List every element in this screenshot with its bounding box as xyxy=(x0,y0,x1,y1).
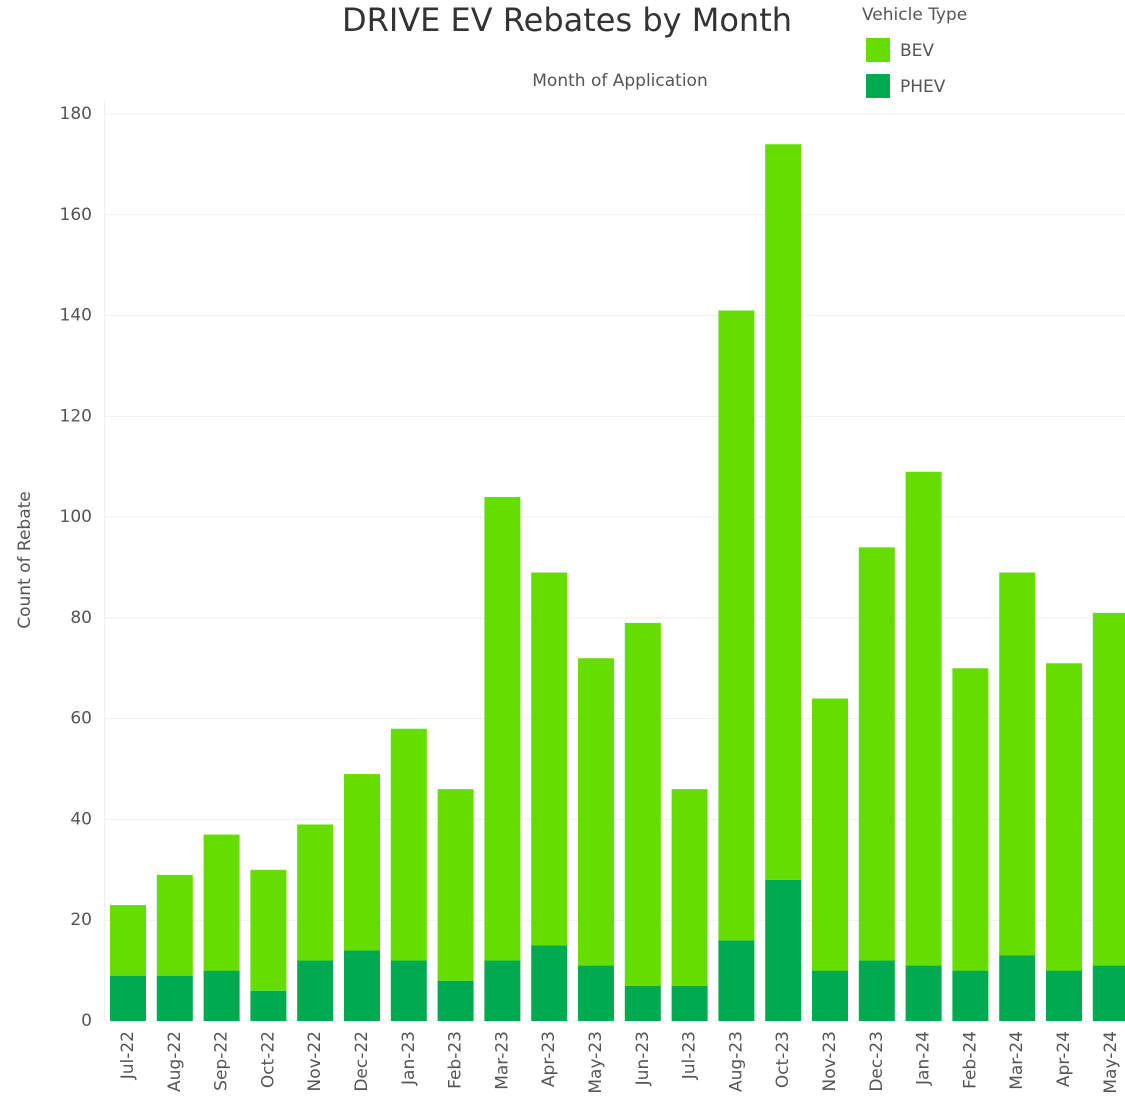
bar-segment xyxy=(297,960,334,1021)
x-tick-label: Feb-23 xyxy=(446,1031,466,1089)
bar-segment xyxy=(531,945,568,1021)
x-tick-label: Dec-23 xyxy=(867,1031,887,1092)
bar-segment xyxy=(812,698,848,971)
bar-segment xyxy=(110,905,146,976)
y-tick-label: 40 xyxy=(70,809,92,829)
x-tick-label: May-24 xyxy=(1101,1031,1121,1094)
y-tick-label: 180 xyxy=(60,104,92,124)
bar-segment xyxy=(484,960,521,1021)
bar-segment xyxy=(437,789,474,981)
bar-segment xyxy=(156,975,193,1021)
bar-segment xyxy=(999,955,1036,1021)
bar-segment xyxy=(203,834,240,971)
bar-segment xyxy=(390,960,427,1021)
bar-segment xyxy=(1092,612,1125,966)
bar-segment xyxy=(344,950,380,1021)
bar-segment xyxy=(390,728,427,961)
x-tick-label: Nov-22 xyxy=(305,1031,325,1092)
bar-segment xyxy=(250,990,287,1021)
legend-swatch xyxy=(866,74,890,98)
chart-subtitle: Month of Application xyxy=(532,71,707,91)
bar-segment xyxy=(858,547,895,961)
legend-swatch xyxy=(866,38,890,62)
x-tick-label: Jul-23 xyxy=(680,1031,700,1080)
bar-segment xyxy=(344,774,380,951)
chart-title: DRIVE EV Rebates by Month xyxy=(342,1,792,39)
x-tick-label: Dec-22 xyxy=(352,1031,372,1092)
bar-segment xyxy=(297,824,334,961)
y-tick-label: 160 xyxy=(60,205,92,225)
bar-segment xyxy=(484,496,521,961)
bar-segment xyxy=(858,960,895,1021)
x-tick-label: Jul-22 xyxy=(118,1031,138,1080)
legend-title: Vehicle Type xyxy=(862,5,967,25)
bar-segment xyxy=(718,940,755,1021)
y-tick-label: 0 xyxy=(81,1011,92,1031)
bar-segment xyxy=(765,879,802,1021)
bar-segment xyxy=(156,874,193,976)
x-tick-label: Aug-22 xyxy=(165,1031,185,1092)
x-tick-label: Jan-24 xyxy=(914,1031,934,1086)
bar-segment xyxy=(437,980,474,1021)
x-tick-label: May-23 xyxy=(586,1031,606,1094)
bar-segment xyxy=(1092,965,1125,1021)
bar-segment xyxy=(203,970,240,1021)
bar-segment xyxy=(1046,970,1082,1021)
bar-segment xyxy=(671,985,708,1021)
y-tick-label: 80 xyxy=(70,608,92,628)
bar-segment xyxy=(578,965,614,1021)
x-tick-label: Sep-22 xyxy=(212,1031,232,1091)
x-tick-label: Oct-22 xyxy=(258,1031,278,1088)
bar-segment xyxy=(718,310,755,941)
x-tick-label: Apr-23 xyxy=(539,1031,559,1087)
bar-segment xyxy=(531,572,568,946)
y-tick-label: 60 xyxy=(70,709,92,729)
x-tick-label: Feb-24 xyxy=(960,1031,980,1089)
x-tick-label: Oct-23 xyxy=(773,1031,793,1088)
bar-segment xyxy=(952,970,989,1021)
bar-segment xyxy=(999,572,1036,956)
y-tick-label: 120 xyxy=(60,406,92,426)
bar-segment xyxy=(110,975,146,1021)
x-tick-label: Mar-23 xyxy=(492,1031,512,1090)
y-tick-label: 20 xyxy=(70,910,92,930)
bar-segment xyxy=(578,658,614,966)
bar-segment xyxy=(624,985,661,1021)
x-tick-label: Apr-24 xyxy=(1054,1031,1074,1087)
x-tick-label: Aug-23 xyxy=(726,1031,746,1092)
bar-segment xyxy=(765,144,802,880)
bar-segment xyxy=(671,789,708,986)
bar-segment xyxy=(624,622,661,986)
bar-segment xyxy=(952,668,989,971)
bar-segment xyxy=(812,970,848,1021)
y-tick-label: 140 xyxy=(60,306,92,326)
bar-segment xyxy=(250,869,287,991)
bar-segment xyxy=(1046,663,1082,971)
bar-segment xyxy=(905,965,942,1021)
x-tick-label: Nov-23 xyxy=(820,1031,840,1092)
x-tick-label: Jun-23 xyxy=(633,1031,653,1086)
legend-label: PHEV xyxy=(900,77,946,97)
bar-segment xyxy=(905,471,942,966)
x-tick-label: Jan-23 xyxy=(399,1031,419,1086)
legend-label: BEV xyxy=(900,41,934,61)
x-tick-label: Mar-24 xyxy=(1007,1031,1027,1090)
y-axis-label: Count of Rebate xyxy=(15,491,35,629)
y-tick-label: 100 xyxy=(60,507,92,527)
